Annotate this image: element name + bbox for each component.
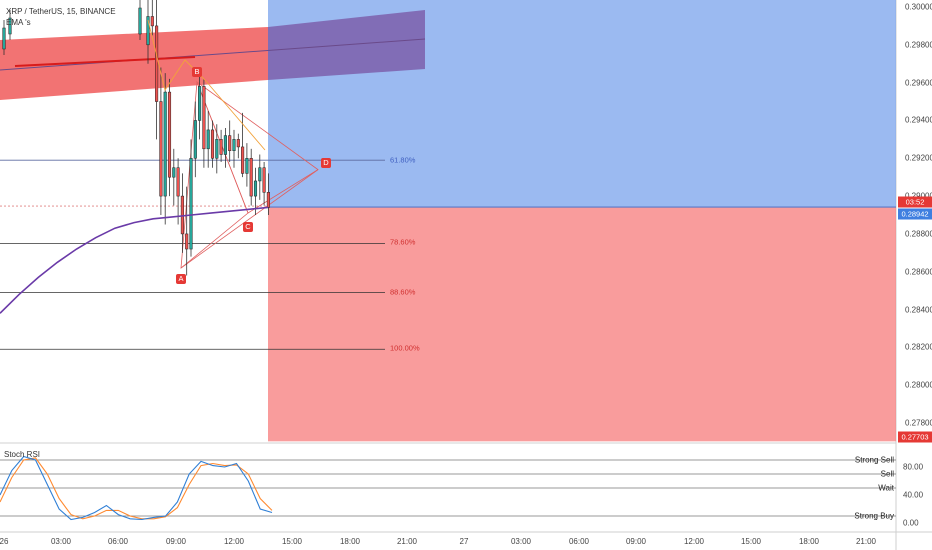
price-tick: 0.29800 (905, 40, 932, 50)
candle-body (189, 158, 193, 250)
candle-body (193, 120, 197, 159)
candle-body (185, 233, 189, 250)
candle-body (223, 135, 227, 155)
fib-level-786: 78.60% (390, 237, 416, 247)
candle-body (232, 139, 236, 151)
candle-body (198, 86, 202, 121)
candle-body (172, 167, 176, 178)
resistance-line (14, 56, 196, 67)
candle-body (180, 195, 184, 235)
candle-body (202, 86, 206, 150)
rsi-tick: 0.00 (903, 518, 919, 528)
price-tick: 0.30000 (905, 2, 932, 12)
time-tick: 03:00 (50, 537, 72, 546)
countdown-tag: 03:52 (898, 196, 932, 208)
time-tick: 15:00 (740, 537, 762, 546)
candle-body (258, 167, 262, 182)
candle-body (228, 135, 232, 151)
current-price-tag: 0.28942 (898, 208, 932, 220)
time-tick: 21:00 (396, 537, 418, 546)
candle-body (206, 129, 210, 150)
channel-midline (0, 38, 426, 71)
time-tick: 03:00 (510, 537, 532, 546)
price-tick: 0.29600 (905, 78, 932, 88)
rsi-title: Stoch RSI (4, 450, 41, 459)
price-tick: 0.28600 (905, 267, 932, 277)
stop-price-tag: 0.27703 (898, 431, 932, 443)
time-tick: 15:00 (281, 537, 303, 546)
stoch-d-line (0, 457, 273, 520)
candle-body (150, 16, 154, 27)
rsi-level-strong-buy: Strong Buy (854, 511, 894, 521)
price-tick: 0.28800 (905, 229, 932, 239)
candle-body (146, 16, 150, 46)
time-tick: 09:00 (165, 537, 187, 546)
early-candle-body (2, 27, 6, 50)
early-candle-body (8, 17, 12, 35)
rsi-level-sell: Sell (880, 469, 894, 479)
price-tick: 0.27800 (905, 418, 932, 428)
price-tick: 0.28200 (905, 342, 932, 352)
ad-line (180, 169, 319, 269)
time-tick: 18:00 (339, 537, 361, 546)
fib-level-618: 61.80% (390, 155, 416, 165)
time-tick: 06:00 (107, 537, 129, 546)
candle-body (176, 167, 180, 197)
rsi-level-wait: Wait (878, 483, 894, 493)
early-candle-body (138, 7, 142, 35)
candle-body (167, 91, 172, 178)
time-tick: 06:00 (568, 537, 590, 546)
time-tick: 12:00 (683, 537, 705, 546)
red-channel (0, 27, 268, 100)
candle-body (253, 180, 258, 197)
time-tick: 12:00 (223, 537, 245, 546)
candle-body (262, 167, 266, 193)
rsi-tick: 40.00 (903, 490, 924, 500)
candle-body (266, 192, 270, 208)
rsi-level-strong-sell: Strong Sell (854, 455, 894, 465)
stop-zone (268, 207, 896, 442)
price-tick: 0.29000 (905, 192, 932, 201)
point-c-label: C (243, 222, 253, 232)
fib-level-886: 88.60% (390, 287, 416, 297)
ema-legend: EMA 's (6, 18, 31, 27)
candle-body (245, 158, 249, 174)
price-tick: 0.28400 (905, 305, 932, 315)
price-tick: 0.29400 (905, 115, 932, 125)
price-tick: 0.28000 (905, 380, 932, 390)
candle-body (163, 91, 167, 197)
candle-body (215, 139, 219, 159)
fib-level-100: 100.00% (390, 343, 420, 353)
candle-body (155, 25, 159, 102)
point-a-label: A (176, 274, 186, 284)
candle-body (159, 101, 163, 197)
rsi-tick: 80.00 (903, 462, 924, 472)
candle-body (210, 129, 215, 159)
candle-body (241, 146, 245, 174)
time-tick: 27 (459, 537, 469, 546)
symbol-title: XRP / TetherUS, 15, BINANCE (6, 7, 116, 16)
candle-body (249, 158, 253, 197)
stoch-k-line (0, 455, 273, 521)
time-tick: 09:00 (625, 537, 647, 546)
price-tick: 0.29200 (905, 153, 932, 163)
ema-line (0, 206, 269, 314)
time-tick: 18:00 (798, 537, 820, 546)
point-b-label: B (192, 67, 202, 77)
point-d-label: D (321, 158, 331, 168)
time-tick: 26 (0, 537, 9, 546)
time-tick: 21:00 (855, 537, 877, 546)
candle-body (219, 139, 223, 155)
candle-body (236, 139, 240, 148)
